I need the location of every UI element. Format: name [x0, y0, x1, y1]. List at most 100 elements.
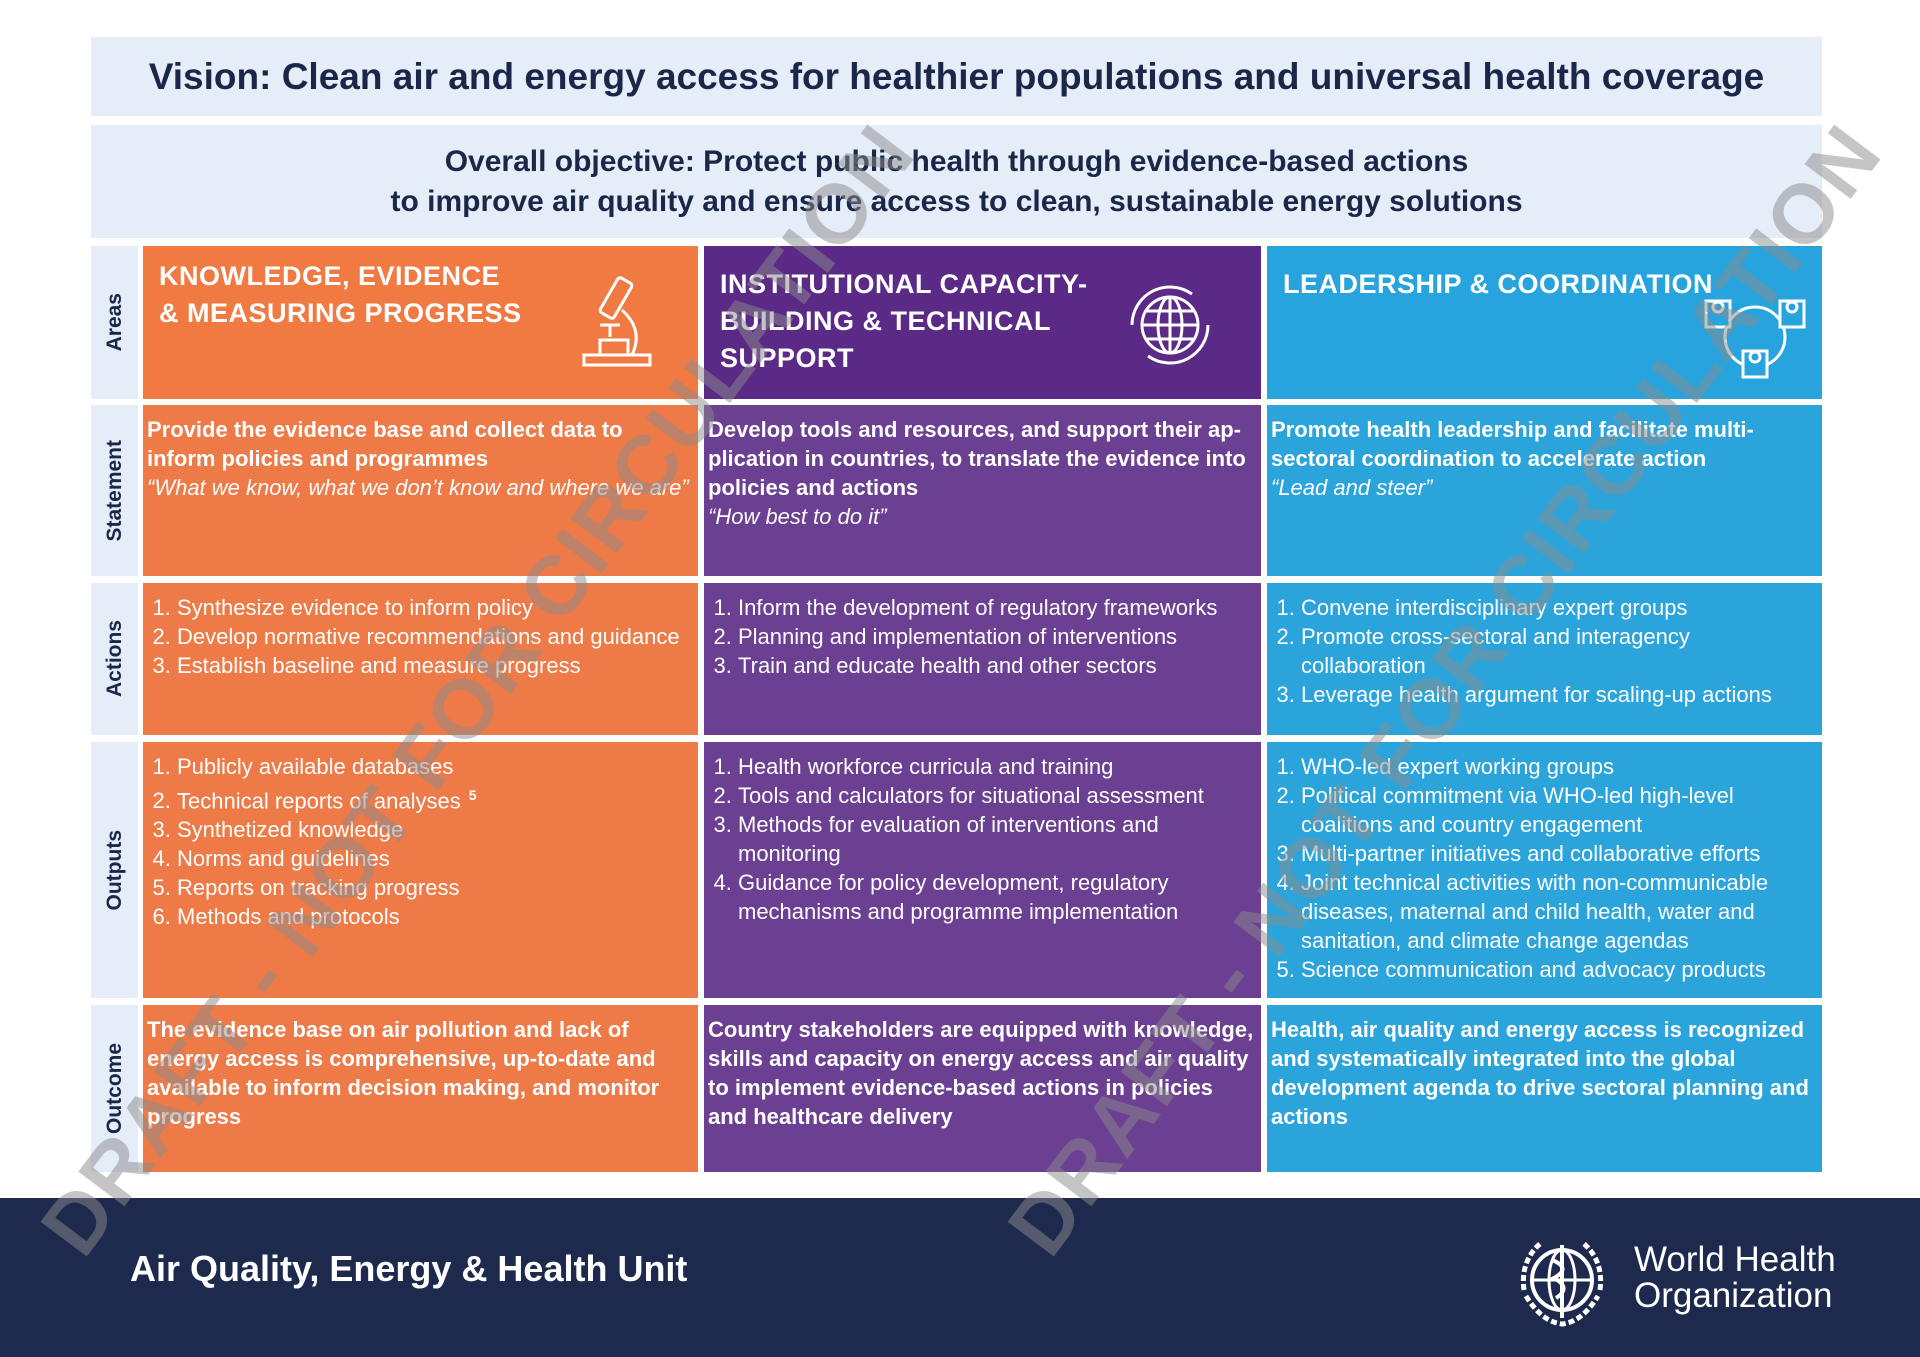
who-emblem — [1520, 1240, 1604, 1327]
statement-text: Promote health leadership and facilitate… — [1271, 417, 1754, 471]
area-title-line: SUPPORT — [720, 343, 855, 373]
area-icon — [1120, 275, 1220, 380]
objective-line: Overall objective: Protect public health… — [444, 144, 1469, 178]
output-item: Tools and calculators for situational as… — [738, 781, 1255, 810]
actions-cell: Inform the development of regulatory fra… — [704, 583, 1261, 735]
output-text: Technical reports of analyses — [177, 788, 461, 814]
output-item: Multi-partner initiatives and collaborat… — [1301, 839, 1816, 868]
area-title-line: BUILDING & TECHNICAL — [720, 306, 1051, 336]
area-title-line: & MEASURING PROGRESS — [159, 298, 522, 328]
output-text: Health workforce curricula and training — [738, 754, 1114, 779]
output-text: Political commitment via WHO-led high-le… — [1301, 783, 1734, 837]
output-item: Synthetized knowledge — [177, 815, 692, 844]
outcome-text: The evidence base on air pollution and l… — [147, 1017, 660, 1129]
output-item: Guidance for policy development, regulat… — [738, 868, 1255, 926]
action-item: Establish baseline and measure progress — [177, 651, 692, 680]
output-text: Norms and guidelines — [177, 846, 390, 872]
objective-line: to improve air quality and ensure access… — [390, 184, 1523, 218]
vision-banner: Vision: Clean air and energy access for … — [91, 37, 1822, 116]
area-title-line: LEADERSHIP & COORDINATION — [1283, 269, 1714, 299]
output-item: Reports on tracking progress — [177, 873, 692, 902]
row-label-text: Outcome — [102, 1042, 126, 1134]
icon — [582, 276, 652, 367]
icon — [1704, 299, 1806, 379]
footer: Air Quality, Energy & Health Unit World … — [0, 1198, 1920, 1357]
row-label-text: Areas — [102, 293, 126, 352]
outcome-text: Country stakeholders are equipped with k… — [708, 1017, 1254, 1129]
unit-name: Air Quality, Energy & Health Unit — [130, 1248, 688, 1289]
row-label: Areas — [91, 246, 138, 399]
output-item: Methods and protocols — [177, 902, 692, 931]
outputs-cell: WHO-led expert working groups Political c… — [1267, 742, 1822, 998]
output-text: Publicly available databases — [177, 754, 454, 779]
output-text: Joint technical activities with non-comm… — [1301, 870, 1769, 953]
area-cell: KNOWLEDGE, EVIDENCE & MEASURING PROGRESS — [143, 246, 698, 399]
output-text: Multi-partner initiatives and collaborat… — [1301, 841, 1761, 866]
footnote: 5 — [468, 787, 477, 803]
statement-text: Develop tools and resources, and support… — [708, 417, 1246, 500]
row-label-text: Outputs — [102, 829, 126, 911]
row-label-text: Actions — [102, 620, 126, 698]
outputs-list: WHO-led expert working groups Political c… — [1271, 752, 1816, 984]
area-icon — [1700, 285, 1810, 390]
action-item: Train and educate health and other secto… — [738, 651, 1255, 680]
action-item: Develop normative recommendations and gu… — [177, 622, 692, 651]
statement-quote: “What we know, what we don’t know and wh… — [147, 475, 689, 500]
output-item: Science communication and advocacy produ… — [1301, 955, 1816, 984]
outputs-cell: Publicly available databasesTechnical re… — [143, 742, 698, 998]
objective-banner: Overall objective: Protect public health… — [91, 125, 1822, 238]
output-text: Tools and calculators for situational as… — [738, 783, 1204, 808]
icon — [1130, 285, 1210, 365]
action-item: Planning and implementation of intervent… — [738, 622, 1255, 651]
statement-cell: Promote health leadership and facilitate… — [1267, 405, 1822, 576]
area-title-line: KNOWLEDGE, EVIDENCE — [159, 261, 501, 291]
statement-quote: “Lead and steer” — [1271, 475, 1433, 500]
outcome-cell: Health, air quality and energy access is… — [1267, 1005, 1822, 1172]
output-text: Science communication and advocacy produ… — [1301, 957, 1766, 982]
statement-cell: Provide the evidence base and collect da… — [143, 405, 698, 576]
row-label-text: Statement — [102, 439, 126, 542]
output-item: Joint technical activities with non-comm… — [1301, 868, 1816, 955]
output-item: WHO-led expert working groups — [1301, 752, 1816, 781]
row-label: Statement — [91, 405, 138, 576]
output-item: Norms and guidelines — [177, 844, 692, 873]
row-label: Actions — [91, 583, 138, 735]
action-item: Convene interdisciplinary expert groups — [1301, 593, 1816, 622]
output-item: Political commitment via WHO-led high-le… — [1301, 781, 1816, 839]
action-item: Inform the development of regulatory fra… — [738, 593, 1255, 622]
output-text: Guidance for policy development, regulat… — [738, 870, 1179, 924]
statement-quote: “How best to do it” — [708, 504, 887, 529]
output-text: Methods and protocols — [177, 904, 400, 930]
row-label: Outcome — [91, 1005, 138, 1172]
org-line: World Health — [1634, 1240, 1836, 1279]
outcome-text: Health, air quality and energy access is… — [1271, 1017, 1809, 1129]
outcome-cell: Country stakeholders are equipped with k… — [704, 1005, 1261, 1172]
statement-text: Provide the evidence base and collect da… — [147, 417, 623, 471]
actions-list: Synthesize evidence to inform policyDeve… — [147, 593, 692, 680]
action-item: Promote cross-sectoral and interagency c… — [1301, 622, 1816, 680]
action-item: Synthesize evidence to inform policy — [177, 593, 692, 622]
output-text: WHO-led expert working groups — [1301, 754, 1615, 779]
org-line: Organization — [1634, 1276, 1833, 1315]
area-cell: INSTITUTIONAL CAPACITY- BUILDING & TECHNI… — [704, 246, 1261, 399]
actions-cell: Synthesize evidence to inform policyDeve… — [143, 583, 698, 735]
outputs-cell: Health workforce curricula and training T… — [704, 742, 1261, 998]
actions-list: Inform the development of regulatory fra… — [708, 593, 1255, 680]
output-item: Health workforce curricula and training — [738, 752, 1255, 781]
outputs-list: Health workforce curricula and training T… — [708, 752, 1255, 926]
actions-list: Convene interdisciplinary expert groupsP… — [1271, 593, 1816, 709]
output-text: Synthetized knowledge — [177, 817, 404, 843]
action-item: Leverage health argument for scaling-up … — [1301, 680, 1816, 709]
area-icon — [570, 270, 660, 385]
statement-cell: Develop tools and resources, and support… — [704, 405, 1261, 576]
outcome-cell: The evidence base on air pollution and l… — [143, 1005, 698, 1172]
actions-cell: Convene interdisciplinary expert groupsP… — [1267, 583, 1822, 735]
output-item: Methods for evaluation of interventions … — [738, 810, 1255, 868]
row-label: Outputs — [91, 742, 138, 998]
output-item: Publicly available databases — [177, 752, 692, 781]
output-text: Reports on tracking progress — [177, 875, 460, 901]
outputs-list: Publicly available databasesTechnical re… — [147, 752, 692, 931]
area-title-line: INSTITUTIONAL CAPACITY- — [720, 269, 1088, 299]
output-item: Technical reports of analyses 5 — [177, 781, 692, 815]
